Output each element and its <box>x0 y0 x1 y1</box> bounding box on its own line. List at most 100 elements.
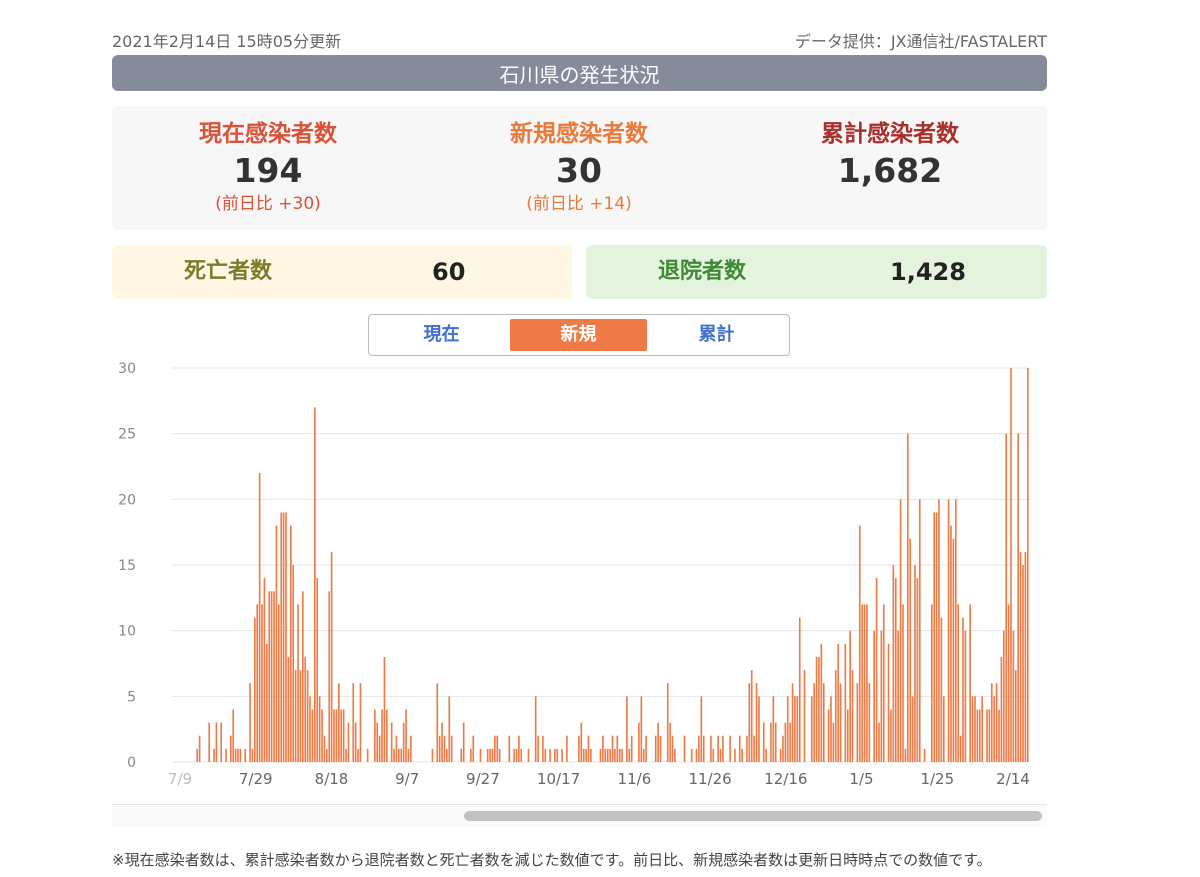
page-title: 石川県の発生状況 <box>112 55 1047 91</box>
bar <box>292 565 295 762</box>
recovered-label: 退院者数 <box>658 259 747 284</box>
bar <box>674 748 676 762</box>
x-tick-label: 8/18 <box>315 770 349 788</box>
bar <box>614 748 616 762</box>
bar <box>774 722 777 762</box>
bar <box>911 696 914 762</box>
bar <box>599 748 602 762</box>
bar <box>837 643 839 762</box>
bar <box>266 643 268 762</box>
bar <box>261 604 263 762</box>
bar <box>515 748 518 762</box>
chart-scrollbar-thumb[interactable] <box>464 811 1042 821</box>
bar <box>830 696 832 762</box>
bar <box>702 735 705 762</box>
stat-new-diff: (前日比 +14) <box>526 194 632 214</box>
bar <box>285 512 287 762</box>
bar <box>856 683 859 762</box>
y-tick-label: 30 <box>118 361 136 377</box>
bar <box>988 709 991 762</box>
bar <box>974 696 976 762</box>
bar <box>880 630 883 762</box>
bar <box>258 473 261 762</box>
bar <box>813 683 815 762</box>
bar <box>314 407 316 762</box>
bar <box>810 696 813 762</box>
bar <box>381 709 383 762</box>
chart-scrollbar[interactable] <box>112 804 1047 827</box>
bar <box>942 696 945 762</box>
bar <box>964 630 967 762</box>
tab-current[interactable]: 現在 <box>423 324 460 345</box>
bar <box>914 565 916 762</box>
x-tick-label: 11/26 <box>688 770 731 788</box>
stat-total-label: 累計感染者数 <box>821 121 959 147</box>
bar <box>436 683 439 762</box>
bar <box>611 735 614 762</box>
bar <box>822 683 825 762</box>
bar <box>861 604 863 762</box>
bar <box>395 735 398 762</box>
tab-new[interactable]: 新規 <box>510 319 647 351</box>
bar <box>282 512 285 762</box>
bar <box>738 735 741 762</box>
bar <box>378 735 381 762</box>
bar <box>906 433 909 762</box>
bar <box>249 683 251 762</box>
bar <box>849 630 851 762</box>
footnote: ※現在感染者数は、累計感染者数から退院者数と死亡者数を減じた数値です。前日比、新… <box>112 851 992 869</box>
bar <box>486 748 489 762</box>
bar <box>935 512 938 762</box>
bar <box>338 683 340 762</box>
bar <box>448 696 451 762</box>
x-tick-label: 12/16 <box>764 770 807 788</box>
bar <box>969 604 971 762</box>
bar <box>851 670 854 762</box>
bar <box>561 748 563 762</box>
bar <box>902 604 904 762</box>
bar <box>669 722 671 762</box>
bar <box>990 683 993 762</box>
bar <box>239 748 242 762</box>
bar <box>270 591 273 762</box>
data-source: データ提供：JX通信社/FASTALERT <box>794 32 1047 51</box>
bar <box>462 722 465 762</box>
bar <box>820 643 823 762</box>
bar <box>659 735 662 762</box>
bar <box>875 578 878 762</box>
bar <box>772 696 775 762</box>
bar <box>798 617 801 762</box>
bar <box>237 748 239 762</box>
bar <box>304 656 307 762</box>
stat-current-diff: (前日比 +30) <box>215 194 321 214</box>
bar <box>494 735 496 762</box>
bar <box>882 604 885 762</box>
bar <box>722 735 724 762</box>
bar <box>333 709 335 762</box>
bar <box>479 748 482 762</box>
bar <box>383 656 386 762</box>
bar <box>278 604 280 762</box>
bar <box>225 748 227 762</box>
bar <box>213 748 215 762</box>
tab-total[interactable]: 累計 <box>698 324 735 345</box>
bar <box>328 591 331 762</box>
x-tick-label: 1/5 <box>849 770 873 788</box>
bar <box>832 722 835 762</box>
bar <box>321 709 323 762</box>
bar <box>386 709 388 762</box>
bar <box>520 748 523 762</box>
bar <box>803 670 806 762</box>
bar <box>354 722 357 762</box>
bar <box>220 722 223 762</box>
bar <box>604 748 607 762</box>
bar <box>630 735 633 762</box>
bar <box>1000 656 1003 762</box>
bar <box>606 748 609 762</box>
bar <box>1010 368 1012 762</box>
x-tick-label: 9/7 <box>395 770 419 788</box>
bar <box>657 722 659 762</box>
bar <box>309 696 311 762</box>
bar <box>1022 565 1024 762</box>
bar <box>909 538 911 762</box>
